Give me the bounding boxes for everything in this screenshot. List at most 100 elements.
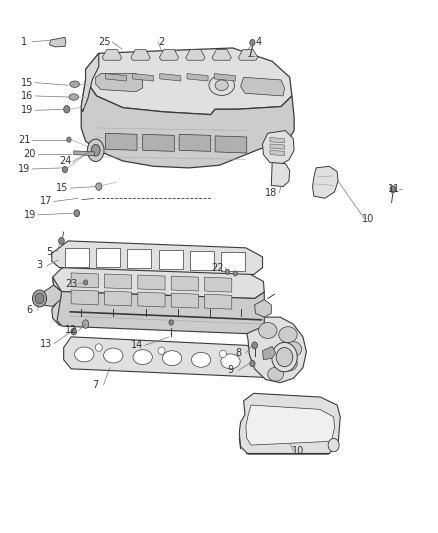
Ellipse shape [70,81,79,87]
Polygon shape [74,151,94,156]
Ellipse shape [133,350,152,365]
Polygon shape [238,50,257,60]
Ellipse shape [251,342,257,349]
Ellipse shape [327,438,339,451]
Ellipse shape [83,280,88,285]
Text: 4: 4 [254,37,261,47]
Ellipse shape [74,209,80,216]
Text: 19: 19 [21,106,33,115]
Text: 14: 14 [131,341,143,350]
Ellipse shape [62,166,67,173]
Polygon shape [212,50,231,60]
Ellipse shape [59,238,64,244]
Text: 16: 16 [21,91,33,101]
Polygon shape [262,131,293,164]
Text: 9: 9 [227,366,233,375]
Text: 3: 3 [36,261,42,270]
Ellipse shape [271,342,297,372]
Ellipse shape [208,75,234,95]
Polygon shape [138,292,165,307]
Polygon shape [269,138,284,143]
Polygon shape [85,48,291,115]
Polygon shape [104,274,131,289]
Polygon shape [71,273,98,288]
Polygon shape [245,317,306,383]
Text: 22: 22 [211,263,223,272]
Ellipse shape [82,320,88,328]
Polygon shape [269,144,284,149]
Polygon shape [105,74,126,81]
Polygon shape [95,248,120,266]
Text: 5: 5 [46,247,52,256]
Ellipse shape [219,350,226,358]
Polygon shape [189,251,213,270]
Polygon shape [221,252,245,271]
Polygon shape [187,74,208,81]
Ellipse shape [249,360,254,367]
Ellipse shape [95,183,102,190]
Polygon shape [104,291,131,306]
Text: 1: 1 [21,37,27,46]
Text: 19: 19 [24,210,36,220]
Polygon shape [95,74,142,92]
Polygon shape [159,50,178,60]
Polygon shape [214,74,235,81]
Polygon shape [65,248,89,266]
Ellipse shape [35,293,44,304]
Polygon shape [81,80,293,168]
Polygon shape [52,241,262,274]
Ellipse shape [67,137,71,142]
Text: 11: 11 [387,184,399,194]
Ellipse shape [95,344,102,351]
Polygon shape [254,300,271,317]
Polygon shape [269,150,284,156]
Ellipse shape [87,139,104,161]
Ellipse shape [258,322,276,338]
Ellipse shape [103,348,123,363]
Text: 10: 10 [361,214,373,223]
Text: 15: 15 [21,78,33,87]
Ellipse shape [215,80,228,91]
Ellipse shape [162,351,181,366]
Ellipse shape [64,106,70,113]
Polygon shape [71,290,98,305]
Polygon shape [52,300,264,333]
Text: 17: 17 [40,197,52,206]
Polygon shape [53,277,264,334]
Polygon shape [215,136,246,153]
Ellipse shape [280,356,297,371]
Polygon shape [262,346,275,360]
Polygon shape [102,50,121,60]
Polygon shape [64,337,271,377]
Text: 10: 10 [291,447,303,456]
Ellipse shape [249,39,254,46]
Polygon shape [105,133,137,150]
Polygon shape [127,249,151,268]
Text: 8: 8 [234,348,240,358]
Ellipse shape [284,342,301,357]
Ellipse shape [233,271,237,276]
Polygon shape [240,77,284,96]
Text: 24: 24 [59,157,71,166]
Ellipse shape [191,352,210,367]
Polygon shape [53,265,264,298]
Polygon shape [81,53,99,112]
Ellipse shape [220,354,240,369]
Text: 2: 2 [158,37,164,47]
Text: 12: 12 [65,326,77,335]
Ellipse shape [278,327,297,343]
Polygon shape [312,166,337,198]
Text: 20: 20 [24,149,36,158]
Polygon shape [271,163,289,187]
Text: 13: 13 [40,339,52,349]
Text: 19: 19 [18,164,30,174]
Ellipse shape [267,367,283,381]
Polygon shape [36,285,61,306]
Ellipse shape [71,328,77,335]
Polygon shape [204,277,231,292]
Polygon shape [204,294,231,309]
Polygon shape [142,134,174,151]
Polygon shape [159,250,183,269]
Polygon shape [171,293,198,308]
Ellipse shape [169,320,173,325]
